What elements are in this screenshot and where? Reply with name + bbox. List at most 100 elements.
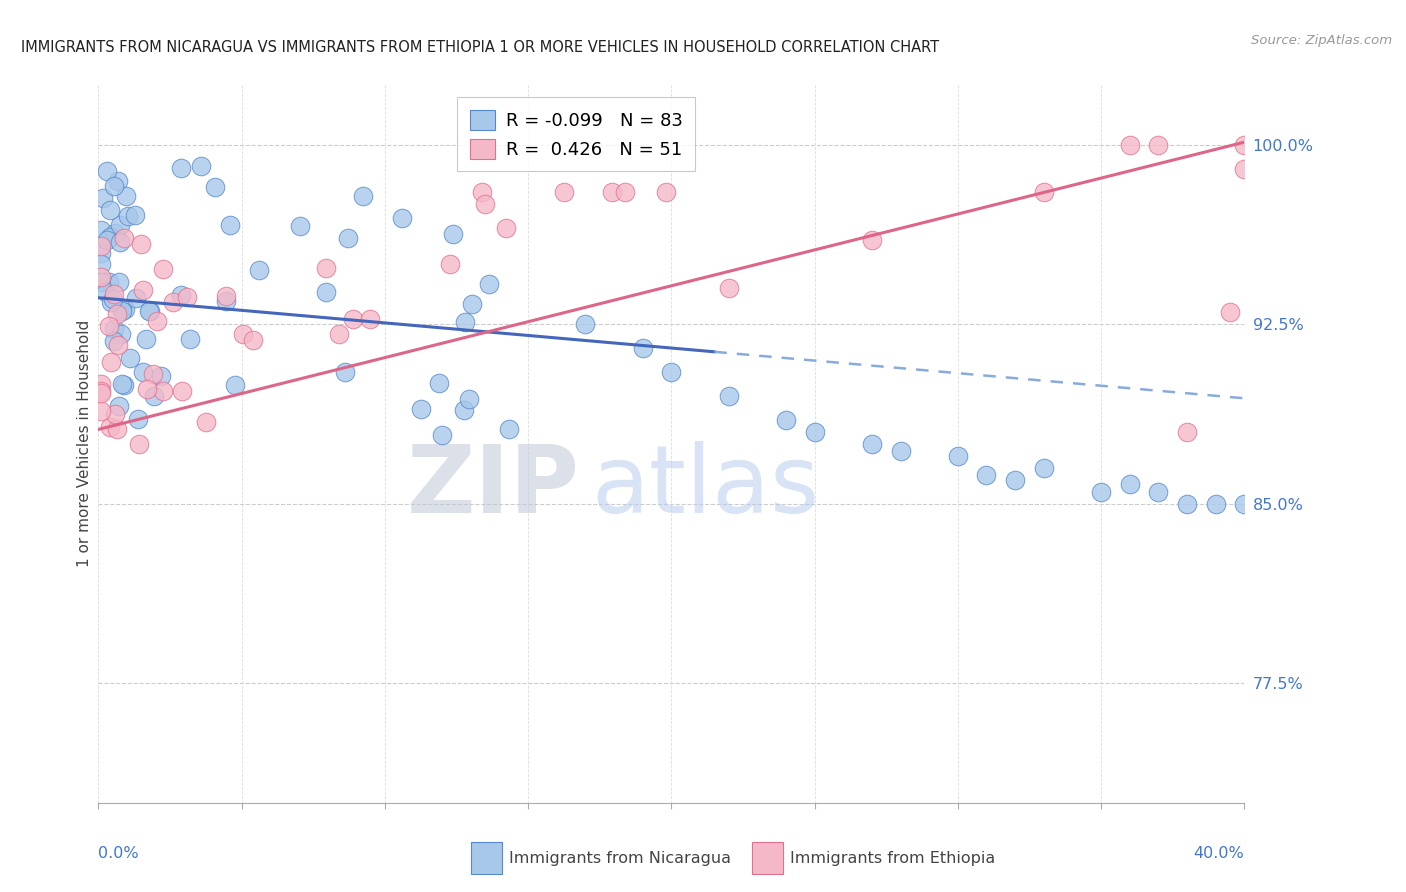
Point xyxy=(427,376,450,390)
Point xyxy=(432,428,454,442)
Point xyxy=(1175,497,1198,511)
Point xyxy=(142,367,165,381)
Point xyxy=(90,270,112,285)
Point xyxy=(104,226,127,240)
Point xyxy=(453,403,475,417)
Point xyxy=(1090,484,1112,499)
Text: IMMIGRANTS FROM NICARAGUA VS IMMIGRANTS FROM ETHIOPIA 1 OR MORE VEHICLES IN HOUS: IMMIGRANTS FROM NICARAGUA VS IMMIGRANTS … xyxy=(21,40,939,55)
Point xyxy=(1118,137,1140,152)
Point xyxy=(118,351,141,365)
Point xyxy=(1219,305,1241,319)
Point xyxy=(104,407,127,421)
Point xyxy=(170,384,193,398)
Point xyxy=(336,231,359,245)
Point xyxy=(1004,473,1026,487)
Point xyxy=(315,285,337,300)
Point xyxy=(1118,477,1140,491)
Point xyxy=(162,295,184,310)
Point xyxy=(439,257,461,271)
Text: atlas: atlas xyxy=(591,441,820,533)
Point xyxy=(138,303,160,318)
Point xyxy=(107,338,129,352)
Point xyxy=(90,404,112,418)
Point xyxy=(328,327,350,342)
Point xyxy=(128,436,150,450)
Point xyxy=(170,161,193,176)
Point xyxy=(946,449,969,463)
Point xyxy=(454,315,477,329)
Point xyxy=(108,235,131,249)
Point xyxy=(458,392,481,406)
Point xyxy=(1233,497,1256,511)
Point xyxy=(98,203,121,218)
Point xyxy=(170,288,193,302)
Point xyxy=(131,365,153,379)
Point xyxy=(112,231,135,245)
Point xyxy=(574,317,596,331)
Point xyxy=(114,189,136,203)
Point xyxy=(152,384,174,398)
Point xyxy=(90,377,112,392)
Point xyxy=(110,327,132,342)
Point xyxy=(717,389,740,403)
Point xyxy=(112,378,135,392)
Point xyxy=(100,355,122,369)
Point xyxy=(352,189,374,203)
Point xyxy=(108,399,131,413)
Point xyxy=(1032,186,1054,200)
Point xyxy=(335,365,357,379)
Point xyxy=(976,467,998,482)
Point xyxy=(98,318,121,333)
Point xyxy=(143,388,166,402)
Point xyxy=(108,218,131,232)
Point xyxy=(96,233,118,247)
Point xyxy=(359,311,381,326)
Point xyxy=(131,283,153,297)
Point xyxy=(204,180,226,194)
Point xyxy=(114,301,136,316)
Text: 40.0%: 40.0% xyxy=(1194,846,1244,861)
Point xyxy=(103,334,125,348)
Point xyxy=(613,186,636,200)
Point xyxy=(803,425,825,439)
Point xyxy=(127,412,149,426)
Point xyxy=(1233,137,1256,152)
Point xyxy=(103,179,125,194)
Point xyxy=(860,233,883,247)
Point xyxy=(860,436,883,450)
Point xyxy=(215,289,238,303)
Text: Source: ZipAtlas.com: Source: ZipAtlas.com xyxy=(1251,34,1392,47)
Point xyxy=(495,221,517,235)
Point xyxy=(105,307,128,321)
Point xyxy=(179,332,201,346)
Point xyxy=(247,263,270,277)
Point xyxy=(342,312,364,326)
Point xyxy=(108,275,131,289)
Point xyxy=(409,401,432,416)
Text: Immigrants from Nicaragua: Immigrants from Nicaragua xyxy=(509,851,731,865)
Point xyxy=(111,301,134,315)
Point xyxy=(441,227,464,241)
Text: ZIP: ZIP xyxy=(406,441,579,533)
Point xyxy=(1175,425,1198,439)
Point xyxy=(96,285,118,299)
Point xyxy=(100,294,122,309)
Point xyxy=(124,208,146,222)
Point xyxy=(125,291,148,305)
Point xyxy=(103,322,125,336)
Point xyxy=(103,287,125,301)
Y-axis label: 1 or more Vehicles in Household: 1 or more Vehicles in Household xyxy=(77,320,91,567)
Point xyxy=(139,304,162,318)
Point xyxy=(600,186,623,200)
Point xyxy=(98,420,121,434)
Point xyxy=(129,237,152,252)
Point xyxy=(152,261,174,276)
Point xyxy=(631,341,654,355)
Point xyxy=(107,174,129,188)
Point xyxy=(391,211,413,226)
Point xyxy=(655,186,678,200)
Point xyxy=(315,260,337,275)
Point xyxy=(90,245,112,260)
Point xyxy=(775,413,797,427)
Point xyxy=(176,290,198,304)
